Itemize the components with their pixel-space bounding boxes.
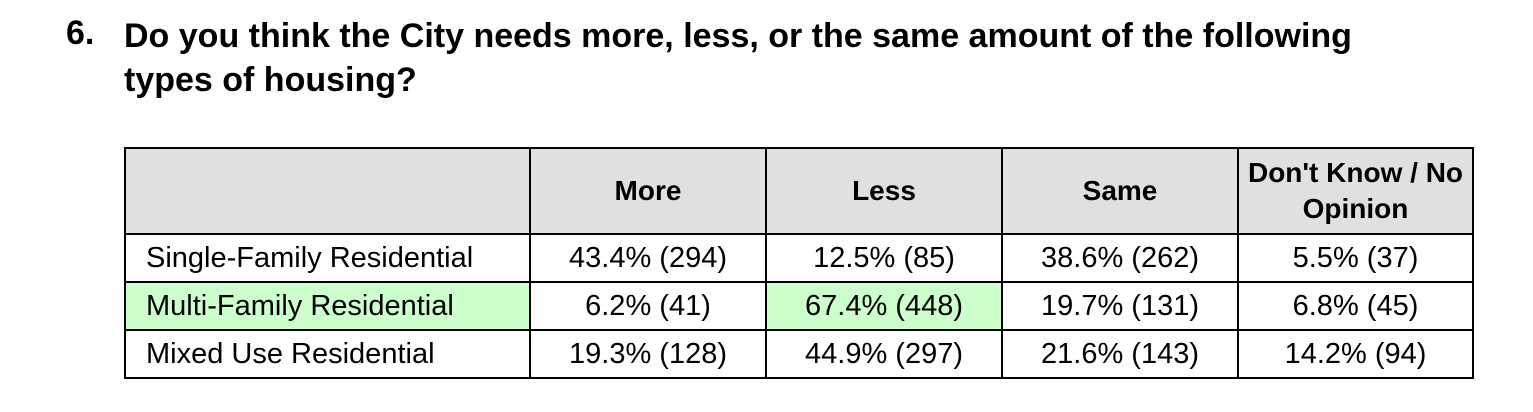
cell: 6.2% (41)	[529, 281, 767, 331]
cell: 21.6% (143)	[1001, 329, 1239, 379]
header-cell: Same	[1001, 147, 1239, 235]
header-cell: Less	[765, 147, 1003, 235]
header-cell: More	[529, 147, 767, 235]
cell: 44.9% (297)	[765, 329, 1003, 379]
row: Multi-Family Residential 6.2% (41) 67.4%…	[124, 281, 1474, 331]
cell: 43.4% (294)	[529, 233, 767, 283]
header-cell	[124, 147, 531, 235]
row-label: Single-Family Residential	[124, 233, 531, 283]
cell: 38.6% (262)	[1001, 233, 1239, 283]
row-label: Mixed Use Residential	[124, 329, 531, 379]
results-table: More Less Same Don't Know / No Opinion S…	[124, 147, 1474, 379]
row-label: Multi-Family Residential	[124, 281, 531, 331]
header-row: More Less Same Don't Know / No Opinion	[124, 147, 1474, 235]
cell: 12.5% (85)	[765, 233, 1003, 283]
cell: 19.3% (128)	[529, 329, 767, 379]
cell: 67.4% (448)	[765, 281, 1003, 331]
cell: 19.7% (131)	[1001, 281, 1239, 331]
cell: 5.5% (37)	[1237, 233, 1474, 283]
row: Mixed Use Residential 19.3% (128) 44.9% …	[124, 329, 1474, 379]
cell: 14.2% (94)	[1237, 329, 1474, 379]
question-number: 6.	[66, 14, 95, 52]
header-cell: Don't Know / No Opinion	[1237, 147, 1474, 235]
row: Single-Family Residential 43.4% (294) 12…	[124, 233, 1474, 283]
question-text: Do you think the City needs more, less, …	[124, 17, 1352, 99]
cell: 6.8% (45)	[1237, 281, 1474, 331]
